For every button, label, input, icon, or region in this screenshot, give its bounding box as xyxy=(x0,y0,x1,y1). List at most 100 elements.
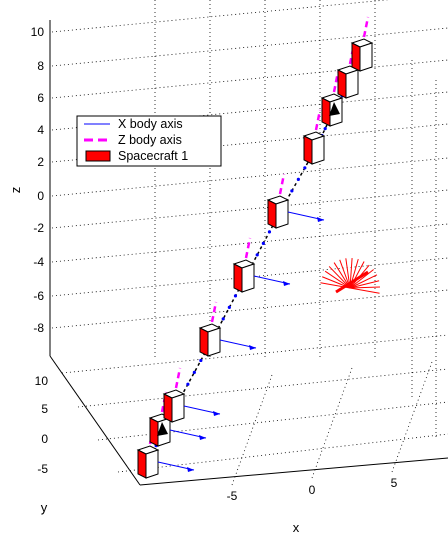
grid-line-y xyxy=(97,401,448,441)
legend-spacecraft-swatch xyxy=(85,150,111,162)
z-tick-label: 2 xyxy=(37,155,44,169)
x-body-axis-arrowhead xyxy=(199,435,206,440)
z-body-axis xyxy=(362,16,370,38)
y-tick-label: -5 xyxy=(37,462,48,476)
spacecraft-body xyxy=(198,301,257,357)
grid-line-z xyxy=(51,289,448,329)
spacecraft-side xyxy=(337,69,347,99)
legend-x-body-axis: X body axis xyxy=(118,117,183,131)
z-tick-label: -6 xyxy=(33,289,44,303)
grid-line-x xyxy=(311,367,353,479)
z-tick-label: -2 xyxy=(33,221,44,235)
z-tick-label: 10 xyxy=(31,25,45,39)
thrust-arrow xyxy=(329,102,340,116)
y-tick-label: 5 xyxy=(41,402,48,416)
x-tick-label: 0 xyxy=(309,483,316,497)
trajectory-point xyxy=(290,189,294,193)
trajectory-point xyxy=(303,166,307,170)
grid-lines xyxy=(51,0,448,486)
spacecraft-side xyxy=(233,263,243,293)
spacecraft-body xyxy=(350,16,374,72)
spacecraft-body xyxy=(266,173,325,229)
z-body-axis xyxy=(278,173,286,195)
spacecraft-body xyxy=(162,367,221,423)
x-body-axis-arrowhead xyxy=(213,411,220,416)
trajectory-point xyxy=(261,241,265,245)
grid-line-x xyxy=(391,361,433,473)
legend-z-body-axis: Z body axis xyxy=(118,133,182,147)
x-tick-label: -5 xyxy=(227,489,238,503)
x-tick-label: 5 xyxy=(391,476,398,490)
z-body-axis xyxy=(174,367,182,389)
spacecraft-side xyxy=(351,42,361,72)
spacecraft-front xyxy=(275,199,289,229)
spacecraft-body xyxy=(302,109,326,165)
spacecraft-front xyxy=(311,135,325,165)
z-tick-label: 4 xyxy=(37,123,44,137)
x-body-axis-arrowhead xyxy=(187,467,194,472)
spacecraft-body xyxy=(232,237,291,293)
trajectory-point xyxy=(192,370,196,374)
x-body-axis-arrowhead xyxy=(249,345,256,350)
trajectory-point xyxy=(267,230,272,234)
x-body-axis-arrowhead xyxy=(283,281,290,286)
z-tick-label: -8 xyxy=(33,321,44,335)
spacecraft-side xyxy=(267,199,277,229)
tick-labels: 10 8 6 4 2 0 -2 -4 -6 -8 10 5 0 -5 -5 0 5 xyxy=(31,25,398,503)
spacecraft-front xyxy=(207,327,221,357)
spacecraft-side xyxy=(321,97,331,127)
spacecraft-side xyxy=(163,393,173,423)
burst-ray xyxy=(349,287,380,294)
grid-line-z xyxy=(51,27,448,67)
z-body-axis xyxy=(314,109,322,131)
z-tick-label: -4 xyxy=(33,255,44,269)
spacecraft-front xyxy=(145,449,159,479)
grid-line-y xyxy=(61,334,448,374)
trajectory-point xyxy=(221,317,225,321)
z-axis-label: z xyxy=(8,187,23,194)
grid-line-y xyxy=(117,433,448,473)
spacecraft-side xyxy=(199,327,209,357)
z-body-axis xyxy=(244,237,252,259)
spacecraft-side xyxy=(149,417,159,447)
thrust-arrow xyxy=(157,422,168,436)
spacecraft-front xyxy=(359,42,373,72)
z-body-axis xyxy=(210,301,218,323)
grid-line-z xyxy=(51,0,390,33)
burst-ray xyxy=(349,269,374,289)
trajectory-point xyxy=(199,358,203,363)
y-tick-label: 10 xyxy=(35,374,49,388)
burst-ray xyxy=(349,280,380,289)
y-tick-label: 0 xyxy=(41,432,48,446)
grid-line-z xyxy=(51,189,448,229)
trajectory-point xyxy=(323,127,327,131)
trajectory-point xyxy=(255,253,259,257)
z-tick-label: 0 xyxy=(37,189,44,203)
axes-frame xyxy=(49,20,448,486)
spacecraft-front xyxy=(171,393,185,423)
burst-ray xyxy=(349,286,380,289)
burst-ray xyxy=(349,261,365,289)
grid-line-z xyxy=(51,59,448,99)
trajectory-point xyxy=(227,305,231,309)
spacecraft-front xyxy=(241,263,255,293)
trajectory xyxy=(136,16,374,479)
spacecraft-body xyxy=(336,43,360,99)
z-tick-label: 6 xyxy=(37,91,44,105)
legend: X body axis Z body axis Spacecraft 1 xyxy=(76,115,222,167)
z-tick-label: 8 xyxy=(37,59,44,73)
thrust-burst xyxy=(320,258,380,294)
z-body-axis xyxy=(332,71,340,93)
grid-line-x xyxy=(231,374,273,486)
y-axis-label: y xyxy=(41,500,48,515)
trajectory-point xyxy=(233,294,238,298)
x-axis-label: x xyxy=(293,520,300,535)
trajectory-point xyxy=(296,177,300,181)
legend-spacecraft-1: Spacecraft 1 xyxy=(118,149,188,163)
burst-ray xyxy=(349,274,378,289)
spacecraft-side xyxy=(137,449,147,479)
spacecraft-side xyxy=(303,135,313,165)
spacecraft-front xyxy=(345,69,359,99)
trajectory-point xyxy=(186,382,190,386)
